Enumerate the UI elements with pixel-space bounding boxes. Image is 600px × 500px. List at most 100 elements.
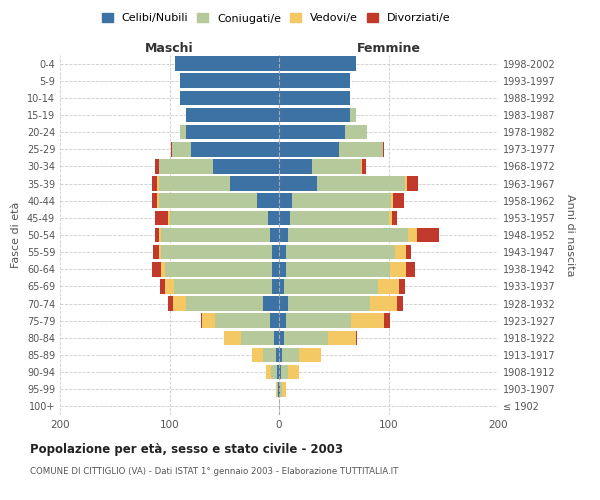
Bar xyxy=(282,348,299,362)
Text: Maschi: Maschi xyxy=(145,42,194,55)
Bar xyxy=(230,176,279,191)
Bar xyxy=(350,108,356,122)
Bar xyxy=(288,228,408,242)
Bar xyxy=(152,194,157,208)
Bar xyxy=(170,142,172,156)
Bar xyxy=(181,125,186,140)
Bar xyxy=(279,142,339,156)
Bar xyxy=(362,159,365,174)
Bar xyxy=(263,296,279,311)
Bar xyxy=(284,279,377,293)
Bar xyxy=(153,245,158,260)
Bar xyxy=(345,125,367,140)
Bar xyxy=(389,210,392,225)
Bar xyxy=(288,365,299,380)
Bar xyxy=(174,279,272,293)
Bar xyxy=(201,314,202,328)
Bar xyxy=(400,279,405,293)
Bar xyxy=(158,245,161,260)
Bar xyxy=(165,262,272,276)
Bar xyxy=(406,245,412,260)
Bar xyxy=(170,210,268,225)
Bar xyxy=(279,262,286,276)
Text: COMUNE DI CITTIGLIO (VA) - Dati ISTAT 1° gennaio 2003 - Elaborazione TUTTITALIA.: COMUNE DI CITTIGLIO (VA) - Dati ISTAT 1°… xyxy=(30,468,398,476)
Bar xyxy=(272,279,279,293)
Bar xyxy=(270,314,279,328)
Bar xyxy=(276,382,277,396)
Bar xyxy=(299,348,320,362)
Bar xyxy=(268,210,279,225)
Bar xyxy=(279,90,350,105)
Bar xyxy=(251,348,263,362)
Bar xyxy=(279,56,356,71)
Bar xyxy=(279,176,317,191)
Bar xyxy=(279,228,288,242)
Bar xyxy=(395,245,406,260)
Bar xyxy=(317,176,405,191)
Bar xyxy=(280,382,282,396)
Bar xyxy=(279,365,281,380)
Bar xyxy=(278,382,279,396)
Bar xyxy=(279,125,345,140)
Bar xyxy=(279,159,312,174)
Bar xyxy=(158,176,230,191)
Bar xyxy=(279,382,280,396)
Bar xyxy=(160,279,165,293)
Bar xyxy=(384,314,389,328)
Bar xyxy=(241,330,274,345)
Bar xyxy=(279,245,286,260)
Bar xyxy=(279,108,350,122)
Bar xyxy=(266,365,271,380)
Bar xyxy=(361,159,362,174)
Bar xyxy=(169,210,170,225)
Bar xyxy=(155,210,169,225)
Y-axis label: Anni di nascita: Anni di nascita xyxy=(565,194,575,276)
Y-axis label: Fasce di età: Fasce di età xyxy=(11,202,21,268)
Bar xyxy=(286,245,395,260)
Bar xyxy=(274,330,279,345)
Bar xyxy=(279,210,290,225)
Bar xyxy=(186,296,263,311)
Bar xyxy=(279,194,292,208)
Bar xyxy=(202,314,215,328)
Bar xyxy=(270,228,279,242)
Bar xyxy=(181,90,279,105)
Bar xyxy=(405,176,407,191)
Text: Femmine: Femmine xyxy=(356,42,421,55)
Bar xyxy=(279,314,286,328)
Bar xyxy=(155,228,158,242)
Bar xyxy=(165,279,174,293)
Bar xyxy=(158,228,161,242)
Bar xyxy=(169,296,173,311)
Bar xyxy=(186,108,279,122)
Bar xyxy=(370,296,397,311)
Bar xyxy=(158,159,214,174)
Bar xyxy=(224,330,241,345)
Bar xyxy=(391,194,393,208)
Bar xyxy=(284,330,328,345)
Bar xyxy=(215,314,270,328)
Bar xyxy=(312,159,361,174)
Bar xyxy=(279,330,284,345)
Bar xyxy=(186,125,279,140)
Bar xyxy=(288,296,370,311)
Bar xyxy=(383,142,384,156)
Bar xyxy=(356,330,357,345)
Bar xyxy=(286,262,389,276)
Bar xyxy=(161,228,270,242)
Bar xyxy=(157,176,158,191)
Bar xyxy=(257,194,279,208)
Bar xyxy=(152,262,161,276)
Bar xyxy=(277,365,279,380)
Bar xyxy=(191,142,279,156)
Bar xyxy=(272,262,279,276)
Bar xyxy=(397,296,403,311)
Bar xyxy=(272,245,279,260)
Bar xyxy=(393,194,404,208)
Bar xyxy=(389,262,406,276)
Bar xyxy=(279,74,350,88)
Bar xyxy=(214,159,279,174)
Bar xyxy=(263,348,276,362)
Bar xyxy=(408,228,417,242)
Bar xyxy=(271,365,277,380)
